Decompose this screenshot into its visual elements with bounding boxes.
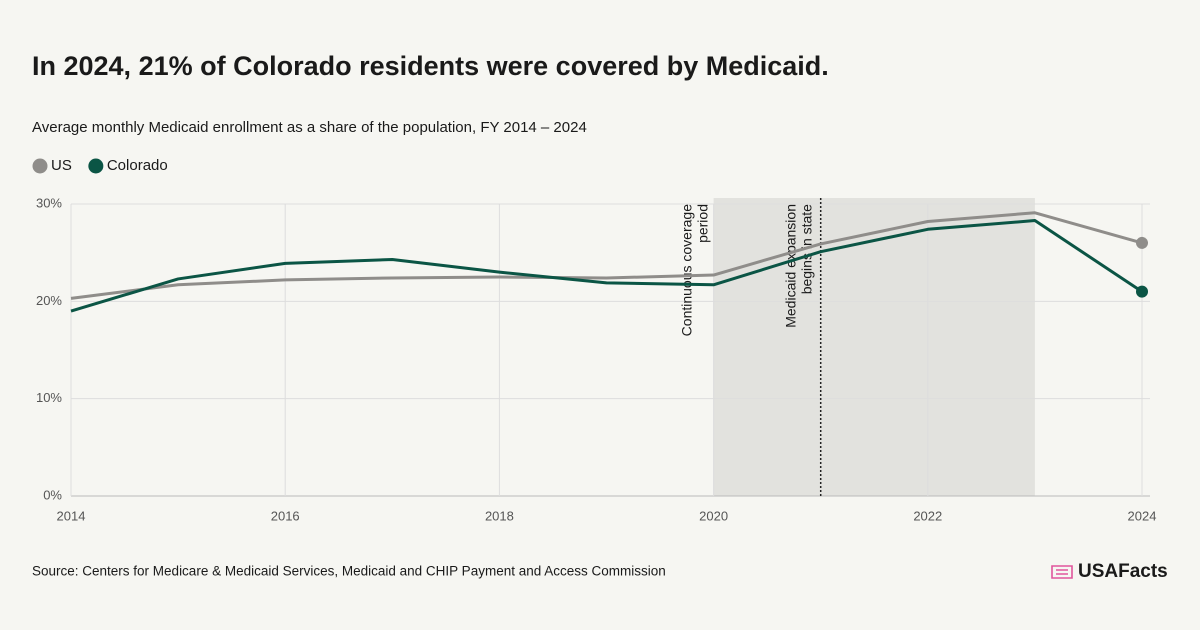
x-tick-label: 2014 — [57, 508, 86, 523]
logo: USAFacts — [1051, 561, 1168, 582]
source: Source: Centers for Medicare & Medicaid … — [32, 564, 666, 579]
series-line — [70, 211, 1143, 300]
legend-item: Colorado — [88, 157, 168, 174]
y-tick-label: 0% — [43, 487, 62, 502]
y-tick-label: 20% — [36, 293, 62, 308]
y-tick-label: 30% — [36, 195, 62, 210]
shaded-region — [713, 198, 1035, 496]
shaded-region-label: Continuous coverage — [678, 204, 694, 337]
x-tick-label: 2024 — [1128, 508, 1157, 523]
legend-label: Colorado — [107, 157, 168, 174]
y-tick-label: 10% — [36, 390, 62, 405]
shaded-region-label: period — [694, 204, 710, 243]
x-tick-label: 2018 — [485, 508, 514, 523]
legend-label: US — [51, 157, 72, 174]
logo-text: USAFacts — [1078, 561, 1168, 582]
logo-flag — [1051, 565, 1073, 579]
legend-item: US — [32, 157, 72, 174]
end-point — [1136, 285, 1148, 298]
end-point — [1136, 236, 1148, 249]
chart-subtitle: Average monthly Medicaid enrollment as a… — [32, 119, 587, 136]
legend-swatch — [88, 158, 104, 174]
series-line — [70, 219, 1143, 313]
x-tick-label: 2020 — [699, 508, 728, 523]
expansion-label: Medicaid expansion — [782, 204, 798, 328]
legend-swatch — [32, 158, 48, 174]
x-tick-label: 2022 — [913, 508, 942, 523]
x-tick-label: 2016 — [271, 508, 300, 523]
chart-title: In 2024, 21% of Colorado residents were … — [32, 51, 829, 81]
